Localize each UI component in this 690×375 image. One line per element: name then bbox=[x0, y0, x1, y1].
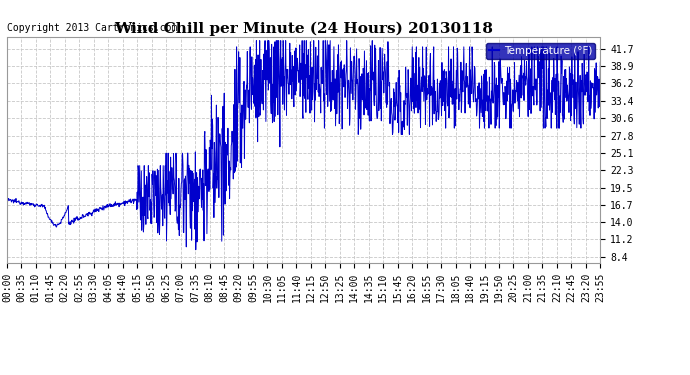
Text: Copyright 2013 Cartronics.com: Copyright 2013 Cartronics.com bbox=[7, 23, 177, 33]
Title: Wind Chill per Minute (24 Hours) 20130118: Wind Chill per Minute (24 Hours) 2013011… bbox=[114, 22, 493, 36]
Legend: Temperature (°F): Temperature (°F) bbox=[486, 43, 595, 59]
